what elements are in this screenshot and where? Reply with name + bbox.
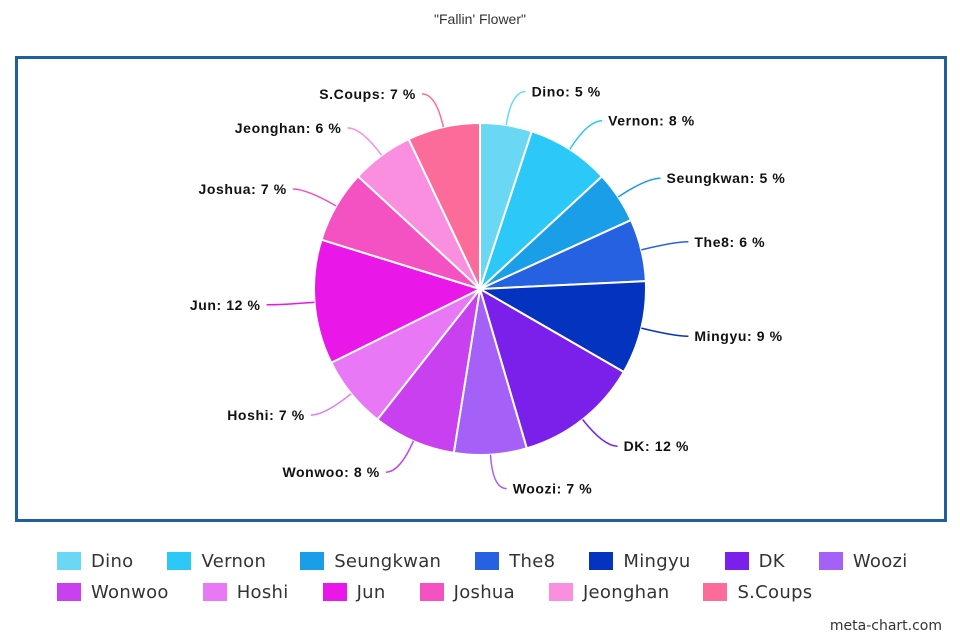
- slice-label: The8: 6 %: [694, 234, 765, 250]
- slice-label: Wonwoo: 8 %: [282, 464, 379, 480]
- pie-slice-mingyu[interactable]: [476, 280, 647, 374]
- leader-line: [641, 241, 689, 251]
- pie-slice-s-coups[interactable]: [407, 121, 481, 290]
- legend-swatch: [167, 552, 192, 570]
- legend-label: Vernon: [201, 550, 267, 572]
- slice-label: DK: 12 %: [624, 438, 689, 454]
- pie-slices: [313, 121, 647, 456]
- leader-line: [266, 301, 315, 306]
- leader-line: [617, 177, 661, 198]
- pie-slice-jun[interactable]: [313, 238, 483, 365]
- legend-swatch: [57, 552, 81, 570]
- legend-label: DK: [758, 550, 785, 572]
- slice-label: S.Coups: 7 %: [319, 86, 416, 102]
- leader-line: [385, 440, 415, 473]
- legend-swatch: [475, 552, 500, 570]
- legend-item-jeonghan[interactable]: Jeonghan: [548, 581, 670, 603]
- legend-item-dk[interactable]: DK: [724, 550, 785, 572]
- legend-item-woozi[interactable]: Woozi: [818, 550, 908, 572]
- slice-label: Woozi: 7 %: [513, 481, 593, 497]
- leader-line: [569, 119, 603, 150]
- legend-item-seungkwan[interactable]: Seungkwan: [300, 551, 441, 572]
- legend-swatch: [419, 583, 444, 601]
- legend-row: Dino Vernon Seungkwan The8 Mingyu DK Woozi: [57, 547, 937, 575]
- chart-frame: [15, 56, 947, 522]
- slice-label: Mingyu: 9 %: [694, 328, 782, 344]
- leader-line: [310, 393, 352, 416]
- legend-swatch: [818, 552, 843, 570]
- leader-line: [505, 90, 526, 126]
- legend-label: Dino: [91, 550, 134, 572]
- legend-label: Jun: [356, 581, 386, 603]
- slice-label: Dino: 5 %: [532, 84, 601, 100]
- legend-item-the8[interactable]: The8: [475, 551, 555, 572]
- credit-text[interactable]: meta-chart.com: [829, 618, 942, 634]
- legend-swatch: [300, 552, 325, 570]
- leader-line: [582, 419, 618, 447]
- legend-label: Mingyu: [623, 550, 691, 572]
- legend-item-jun[interactable]: Jun: [322, 581, 386, 603]
- legend: Dino Vernon Seungkwan The8 Mingyu DK Woozi Wonw…: [57, 547, 937, 609]
- legend-item-dino[interactable]: Dino: [57, 551, 133, 572]
- legend-swatch: [322, 583, 347, 601]
- leader-line: [641, 327, 689, 337]
- legend-label: The8: [509, 550, 556, 572]
- legend-label: Jeonghan: [582, 581, 670, 603]
- legend-item-s-coups[interactable]: S.Coups: [703, 582, 812, 603]
- legend-swatch: [548, 583, 573, 601]
- legend-label: Hoshi: [236, 581, 289, 603]
- slice-label: Jun: 12 %: [190, 297, 261, 313]
- legend-row: Wonwoo Hoshi Jun Joshua Jeonghan S.Coups: [57, 578, 937, 606]
- legend-label: Woozi: [852, 550, 908, 572]
- legend-item-wonwoo[interactable]: Wonwoo: [57, 582, 169, 603]
- slice-label: Joshua: 7 %: [199, 181, 287, 197]
- legend-item-vernon[interactable]: Vernon: [167, 551, 266, 572]
- legend-swatch: [57, 583, 81, 601]
- legend-label: S.Coups: [737, 581, 813, 603]
- legend-item-joshua[interactable]: Joshua: [419, 581, 515, 603]
- leader-line: [421, 93, 445, 128]
- legend-swatch: [202, 583, 227, 601]
- legend-swatch: [703, 583, 728, 601]
- slice-label: Vernon: 8 %: [608, 113, 695, 129]
- legend-item-hoshi[interactable]: Hoshi: [202, 581, 289, 603]
- legend-swatch: [589, 552, 614, 570]
- legend-label: Joshua: [453, 581, 515, 603]
- leader-line: [347, 127, 383, 156]
- leader-line: [489, 454, 507, 490]
- chart-title: "Fallin' Flower": [434, 11, 526, 27]
- slice-label: Seungkwan: 5 %: [667, 170, 786, 186]
- legend-label: Wonwoo: [91, 581, 169, 603]
- legend-label: Seungkwan: [334, 550, 442, 572]
- slice-labels: Dino: 5 % Vernon: 8 % Seungkwan: 5 % The8: …: [190, 84, 786, 497]
- legend-swatch: [724, 552, 749, 570]
- leader-line: [292, 188, 337, 207]
- slice-label: Jeonghan: 6 %: [235, 120, 342, 136]
- slice-label: Hoshi: 7 %: [227, 407, 305, 423]
- legend-item-mingyu[interactable]: Mingyu: [589, 551, 690, 572]
